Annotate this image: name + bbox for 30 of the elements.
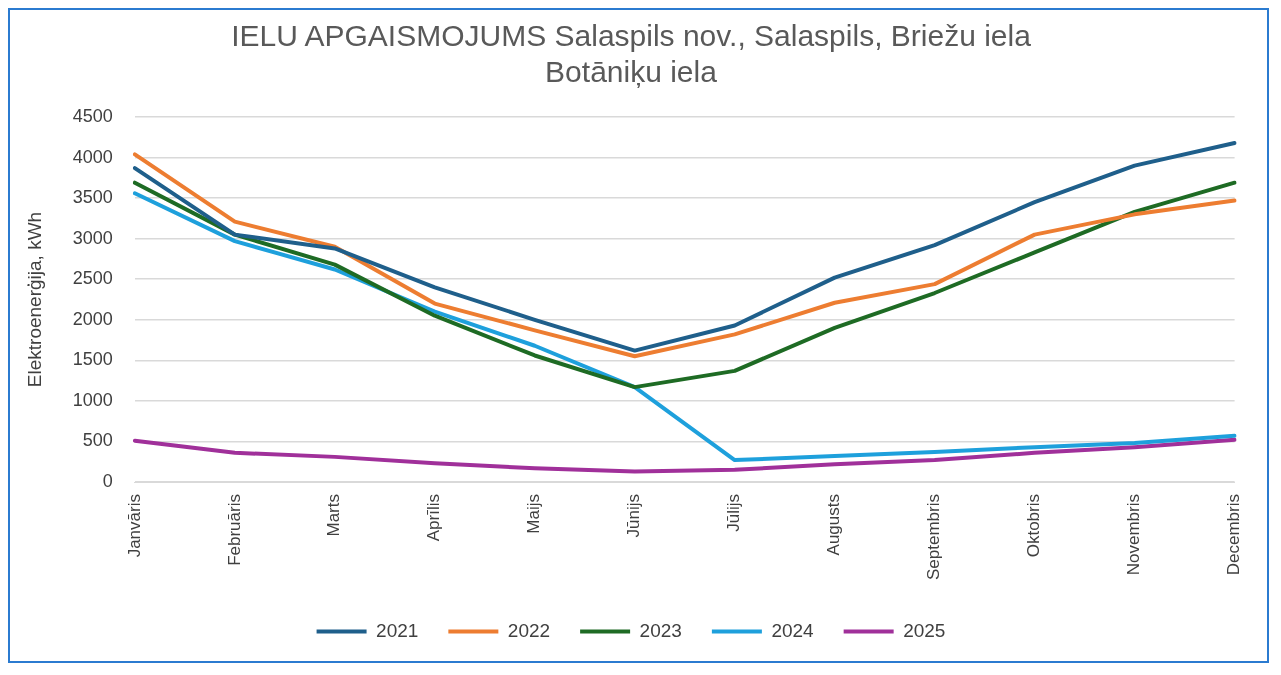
y-tick-label: 0	[102, 470, 113, 491]
legend-label: 2022	[507, 619, 551, 641]
x-tick-label: Novembris	[1124, 494, 1144, 576]
text: IELU APGAISMOJUMS Salaspils nov., Salaspils, Briežu iela	[231, 19, 1031, 53]
text: Botāniķu iela	[545, 55, 717, 89]
x-tick-label: Jūnijs	[624, 494, 644, 538]
y-tick-label: 500	[82, 430, 113, 451]
y-tick-label: 3500	[72, 187, 113, 208]
x-tick-label: Augusts	[824, 494, 844, 556]
legend-label: 2021	[376, 619, 419, 641]
x-tick-label: Septembris	[924, 494, 944, 580]
y-tick-label: 2500	[72, 268, 113, 289]
x-tick-label: Maijs	[524, 494, 544, 534]
x-tick-label: Janvāris	[124, 494, 144, 558]
legend-label: 2024	[771, 619, 815, 641]
y-tick-label: 4500	[72, 105, 113, 126]
y-tick-label: 4000	[72, 146, 113, 167]
legend-label: 2025	[903, 619, 946, 641]
x-tick-label: Aprīlis	[424, 494, 444, 542]
y-tick-label: 3000	[72, 227, 113, 248]
x-tick-label: Februāris	[224, 494, 244, 566]
x-tick-label: Marts	[324, 494, 344, 537]
legend-label: 2023	[639, 619, 682, 641]
y-axis-title: Elektroenerģija, kWh	[23, 211, 45, 388]
x-tick-label: Jūlijs	[724, 494, 744, 532]
y-tick-label: 1500	[72, 349, 113, 370]
y-tick-label: 1000	[72, 389, 113, 410]
x-tick-label: Oktobris	[1024, 494, 1044, 558]
y-tick-label: 2000	[72, 308, 113, 329]
x-tick-label: Decembris	[1224, 494, 1244, 576]
